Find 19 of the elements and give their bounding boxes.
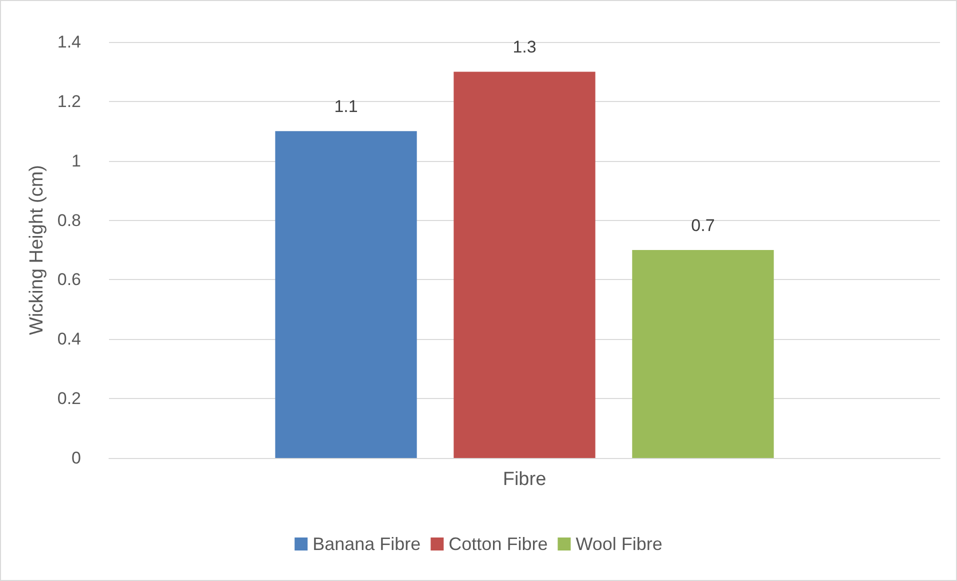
y-axis-title: Wicking Height (cm) [26, 165, 48, 335]
bar [454, 72, 596, 458]
y-tick-label: 0.4 [57, 330, 81, 349]
legend-label: Banana Fibre [312, 534, 421, 554]
legend-label: Wool Fibre [576, 534, 662, 554]
y-tick-label: 0.6 [57, 270, 81, 290]
legend-label: Cotton Fibre [448, 534, 548, 554]
y-tick-label: 1.4 [57, 32, 81, 52]
y-tick-label: 0.2 [57, 389, 81, 408]
y-tick-label: 0 [72, 448, 81, 468]
bar [275, 131, 417, 458]
y-tick-label: 0.8 [57, 210, 81, 230]
data-label: 1.1 [334, 97, 358, 116]
data-label: 0.7 [691, 216, 715, 235]
y-tick-label: 1.2 [57, 92, 81, 111]
x-tick-label: Fibre [502, 469, 546, 490]
data-label: 1.3 [512, 38, 536, 57]
y-tick-label: 1 [72, 151, 81, 170]
bar [632, 250, 774, 458]
